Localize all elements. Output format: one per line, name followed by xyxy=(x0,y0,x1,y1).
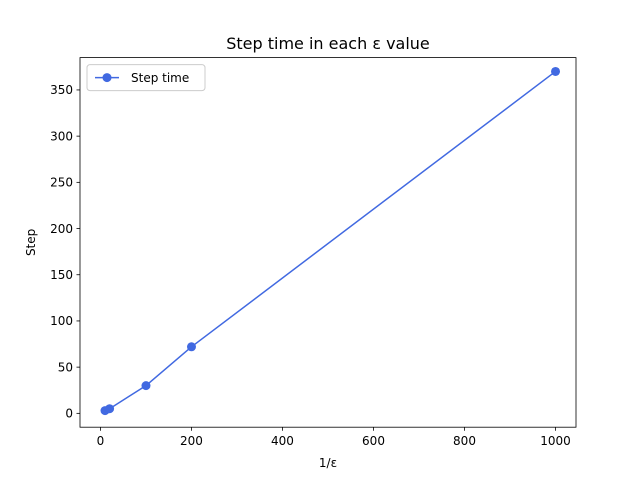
legend-box xyxy=(86,64,206,92)
y-tick-label: 100 xyxy=(50,314,73,328)
x-axis-label: 1/ε xyxy=(319,456,337,470)
y-tick-label: 0 xyxy=(65,407,73,421)
x-tick-label: 800 xyxy=(453,434,476,448)
x-tick-label: 600 xyxy=(362,434,385,448)
legend: Step time xyxy=(86,64,206,92)
y-axis-label: Step xyxy=(24,229,38,256)
y-tick-label: 150 xyxy=(50,268,73,282)
x-tick-label: 1000 xyxy=(540,434,571,448)
y-tick-label: 300 xyxy=(50,129,73,143)
legend-label: Step time xyxy=(131,71,189,85)
x-tick-label: 0 xyxy=(97,434,105,448)
y-tick-label: 350 xyxy=(50,83,73,97)
data-point xyxy=(141,381,151,391)
data-point xyxy=(105,404,115,414)
data-point xyxy=(551,66,561,76)
y-tick-label: 50 xyxy=(58,360,73,374)
axis-ticks: 0 200 400 600 800 1000 0 50 100 150 200 250 300 350 xyxy=(50,83,571,448)
data-point xyxy=(186,342,196,352)
chart-title: Step time in each ε value xyxy=(226,34,430,53)
axes-frame xyxy=(79,57,577,428)
x-tick-label: 200 xyxy=(180,434,203,448)
plot-area xyxy=(100,66,561,416)
y-tick-label: 250 xyxy=(50,176,73,190)
y-tick-label: 200 xyxy=(50,222,73,236)
x-tick-label: 400 xyxy=(271,434,294,448)
legend-marker-swatch xyxy=(102,73,112,83)
